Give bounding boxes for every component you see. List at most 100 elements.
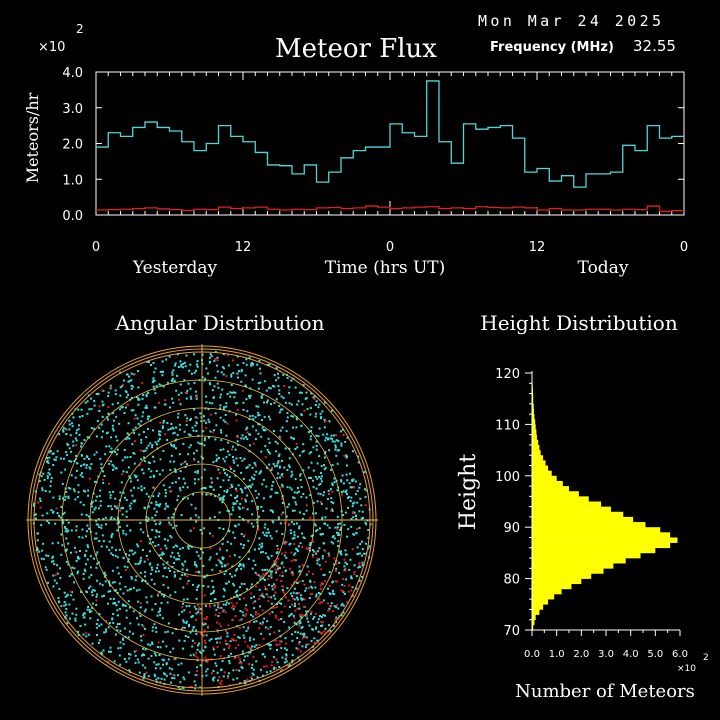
angular-meteor-point <box>333 605 336 608</box>
angular-meteor-point <box>101 652 104 655</box>
angular-meteor-point <box>152 486 155 489</box>
angular-meteor-point <box>74 546 76 549</box>
angular-meteor-point <box>230 513 233 516</box>
angular-meteor-point <box>118 548 121 551</box>
angular-meteor-point <box>188 604 191 607</box>
date-label: Mon Mar 24 2025 <box>478 12 664 30</box>
angular-meteor-point <box>199 529 202 531</box>
angular-meteor-point <box>167 658 170 661</box>
angular-meteor-point <box>155 470 158 472</box>
angular-meteor-point <box>127 558 130 561</box>
angular-meteor-point <box>243 659 246 662</box>
angular-meteor-point-red <box>145 671 148 674</box>
angular-meteor-point-red <box>283 605 286 608</box>
angular-meteor-point <box>233 461 236 464</box>
height-bar <box>532 480 563 487</box>
angular-meteor-point <box>321 555 324 558</box>
angular-meteor-point <box>46 460 48 463</box>
angular-meteor-point-red <box>351 548 354 551</box>
flux-underdense-line <box>96 205 684 213</box>
angular-meteor-point <box>113 660 116 663</box>
angular-meteor-point <box>299 594 302 597</box>
angular-meteor-point <box>258 414 261 416</box>
angular-meteor-point <box>178 477 180 480</box>
angular-meteor-point <box>334 448 337 451</box>
angular-meteor-point <box>187 671 190 674</box>
angular-meteor-point <box>194 684 197 687</box>
angular-meteor-point <box>130 576 133 578</box>
angular-meteor-point <box>116 402 119 405</box>
angular-meteor-point <box>238 636 241 639</box>
angular-meteor-point <box>304 589 307 592</box>
angular-meteor-point-red <box>205 618 208 620</box>
angular-meteor-point <box>77 557 79 560</box>
angular-meteor-point <box>341 474 344 477</box>
angular-meteor-point <box>209 556 212 559</box>
angular-meteor-point <box>296 596 298 599</box>
angular-meteor-point <box>365 489 368 492</box>
angular-meteor-point <box>135 589 138 592</box>
angular-meteor-point <box>309 579 312 582</box>
angular-meteor-point <box>210 355 213 357</box>
angular-meteor-point <box>119 525 121 528</box>
angular-meteor-point <box>195 397 198 400</box>
angular-meteor-point <box>89 566 92 569</box>
angular-meteor-point-red <box>88 477 91 480</box>
angular-meteor-point <box>45 568 48 571</box>
angular-meteor-point <box>68 447 71 450</box>
angular-meteor-point <box>134 426 137 429</box>
angular-meteor-point <box>82 616 85 619</box>
angular-meteor-point <box>193 563 196 566</box>
angular-meteor-point-red <box>110 385 113 388</box>
angular-meteor-point <box>232 582 235 585</box>
angular-meteor-point <box>130 502 133 505</box>
angular-meteor-point <box>188 625 190 628</box>
angular-meteor-point <box>83 463 86 466</box>
angular-meteor-point <box>102 481 105 484</box>
angular-meteor-point <box>302 443 305 446</box>
angular-meteor-point <box>201 551 204 554</box>
angular-meteor-point <box>173 445 176 448</box>
angular-meteor-point <box>229 573 232 575</box>
angular-meteor-point-red <box>221 610 224 613</box>
angular-meteor-point <box>133 462 136 465</box>
angular-meteor-point-red <box>285 541 288 544</box>
angular-meteor-point-red <box>228 644 231 647</box>
angular-meteor-point <box>281 473 284 476</box>
angular-meteor-point <box>100 545 103 548</box>
angular-meteor-point <box>95 626 98 629</box>
angular-meteor-point <box>226 491 228 493</box>
angular-meteor-point <box>245 358 248 361</box>
angular-meteor-point <box>215 608 218 611</box>
angular-meteor-point <box>173 431 176 434</box>
angular-meteor-point-red <box>216 645 219 648</box>
angular-meteor-point-red <box>281 669 283 671</box>
angular-meteor-point <box>300 616 303 619</box>
angular-meteor-point <box>158 473 161 476</box>
angular-meteor-point-red <box>218 612 221 615</box>
angular-meteor-point <box>107 505 110 508</box>
angular-meteor-point-red <box>258 644 261 646</box>
angular-meteor-point <box>365 523 368 526</box>
angular-meteor-point <box>146 360 149 363</box>
angular-meteor-point <box>185 423 188 426</box>
angular-meteor-point <box>304 646 307 649</box>
angular-meteor-point <box>316 500 319 503</box>
angular-meteor-point <box>305 613 308 616</box>
angular-meteor-point <box>295 426 298 429</box>
angular-meteor-point-red <box>336 528 339 530</box>
angular-meteor-point <box>299 542 302 545</box>
angular-meteor-point <box>166 422 169 424</box>
angular-meteor-point <box>182 477 185 480</box>
angular-meteor-point <box>242 362 245 364</box>
angular-meteor-point <box>318 475 321 478</box>
angular-meteor-point <box>224 603 227 606</box>
angular-meteor-point <box>95 532 98 535</box>
angular-meteor-point-red <box>279 437 282 440</box>
angular-meteor-point <box>57 597 60 599</box>
angular-meteor-point-red <box>320 582 323 585</box>
angular-meteor-point <box>286 587 289 590</box>
angular-meteor-point <box>299 391 302 394</box>
angular-meteor-point-red <box>231 606 233 609</box>
angular-meteor-point <box>291 509 294 512</box>
